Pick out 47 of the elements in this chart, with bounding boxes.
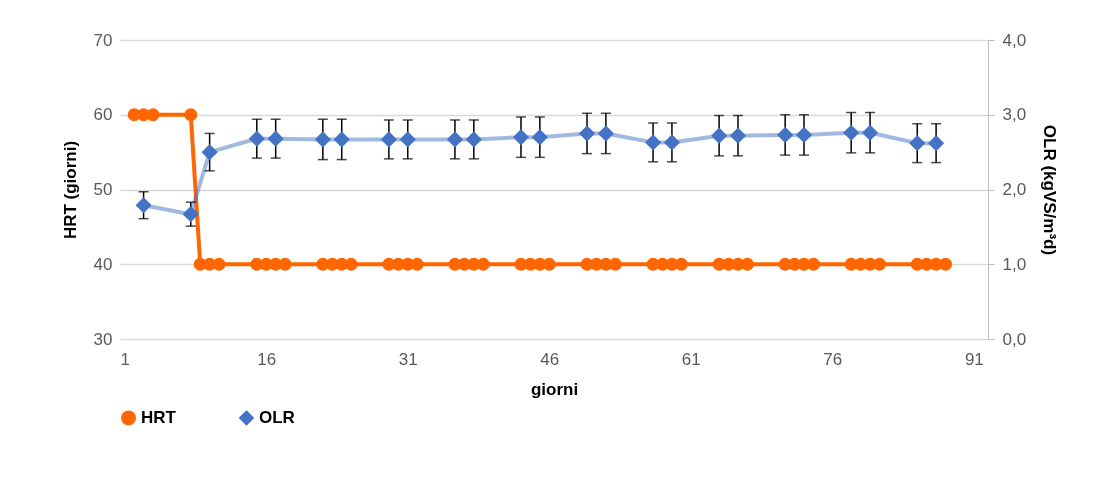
point xyxy=(201,144,218,161)
x-tick-label: 1 xyxy=(120,349,130,369)
y2-tick-label: 1,0 xyxy=(1002,254,1027,274)
point xyxy=(795,126,813,143)
y-tick-label: 60 xyxy=(93,105,113,125)
point xyxy=(578,125,596,142)
point xyxy=(928,135,945,152)
point xyxy=(663,134,680,151)
point xyxy=(512,129,530,146)
point xyxy=(645,134,662,151)
point xyxy=(446,131,463,148)
point xyxy=(909,135,926,152)
y-tick-label: 50 xyxy=(93,180,113,199)
x-tick-label: 76 xyxy=(823,349,843,369)
point xyxy=(862,124,879,141)
y2-tick-label: 0,0 xyxy=(1002,329,1027,349)
y2-tick-label: 3,0 xyxy=(1002,105,1027,125)
x-tick-label: 91 xyxy=(964,349,984,369)
point xyxy=(380,131,397,148)
x-tick-label: 61 xyxy=(681,349,701,369)
y-tick-label: 30 xyxy=(93,329,113,349)
x-tick-label: 31 xyxy=(398,349,418,369)
point xyxy=(597,125,614,142)
y2-axis-title: OLR (kgVS/m³d) xyxy=(1040,124,1060,256)
point xyxy=(465,131,482,148)
point xyxy=(531,129,548,146)
y2-tick-label: 4,0 xyxy=(1002,30,1027,50)
point xyxy=(182,206,199,223)
point xyxy=(333,131,350,148)
y-tick-label: 70 xyxy=(93,30,113,50)
point xyxy=(729,127,747,144)
point xyxy=(399,131,416,148)
legend-label: OLR xyxy=(259,407,295,427)
y-tick-label: 40 xyxy=(93,254,113,274)
x-tick-label: 16 xyxy=(257,349,277,369)
point xyxy=(314,131,331,148)
x-tick-label: 46 xyxy=(540,349,560,369)
point xyxy=(248,130,265,147)
x-axis-title: giorni xyxy=(530,379,579,399)
point xyxy=(843,124,860,141)
point xyxy=(711,127,728,144)
y2-tick-label: 2,0 xyxy=(1002,180,1027,199)
y-axis-title: HRT (giorni) xyxy=(60,140,80,240)
point xyxy=(777,126,794,143)
legend-label: HRT xyxy=(141,407,177,427)
point xyxy=(135,197,152,214)
point xyxy=(267,130,284,147)
